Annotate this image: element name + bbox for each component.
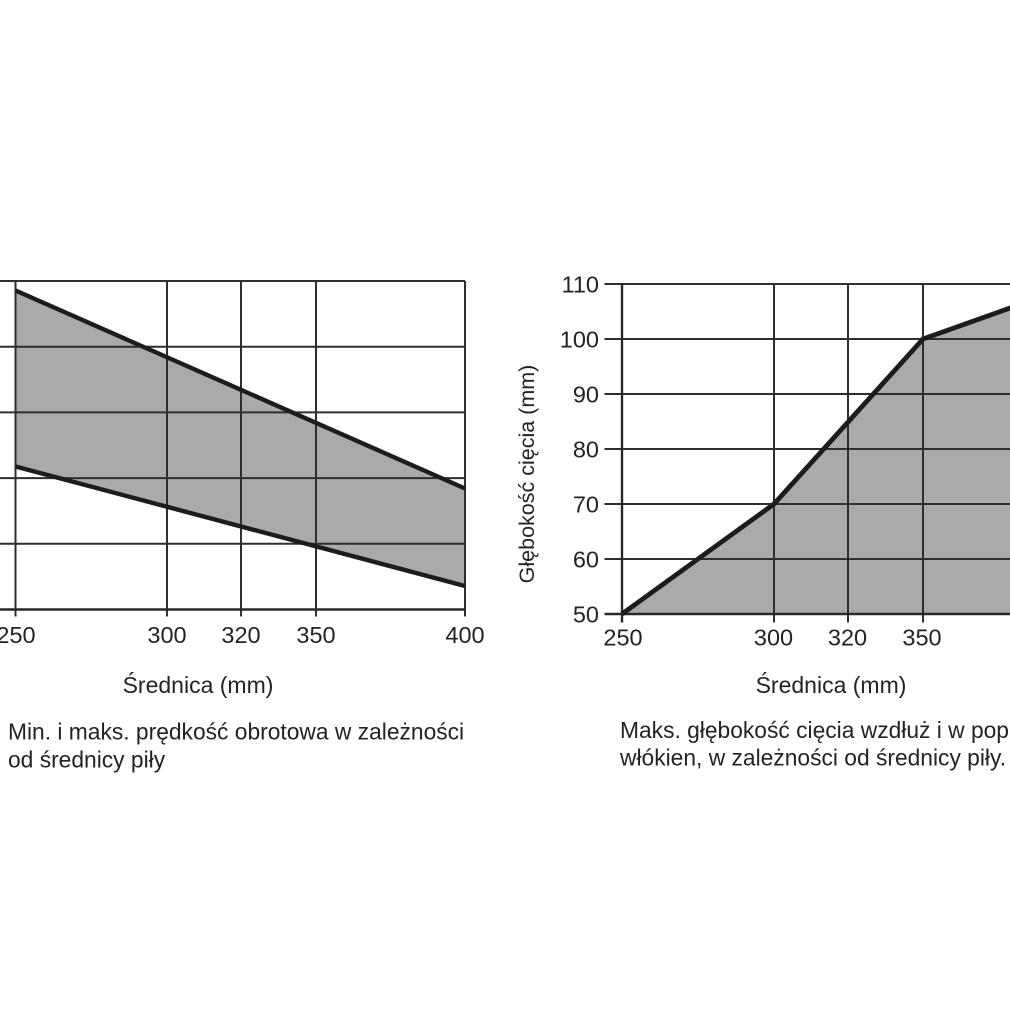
svg-text:60: 60 <box>573 546 599 572</box>
svg-text:80: 80 <box>573 436 599 462</box>
svg-text:50: 50 <box>573 601 599 627</box>
svg-text:300: 300 <box>147 622 186 648</box>
svg-text:Min. i maks. prędkość obrotowa: Min. i maks. prędkość obrotowa w zależno… <box>8 719 464 745</box>
svg-text:400: 400 <box>445 622 484 648</box>
svg-text:Średnica (mm): Średnica (mm) <box>123 671 274 698</box>
svg-text:70: 70 <box>573 491 599 517</box>
svg-text:300: 300 <box>754 625 793 651</box>
svg-text:250: 250 <box>603 625 642 651</box>
svg-text:350: 350 <box>296 622 335 648</box>
svg-text:350: 350 <box>902 625 941 651</box>
svg-text:320: 320 <box>828 625 867 651</box>
svg-text:Średnica (mm): Średnica (mm) <box>756 671 907 698</box>
svg-text:320: 320 <box>221 622 260 648</box>
svg-text:90: 90 <box>573 381 599 407</box>
svg-text:250: 250 <box>0 622 36 648</box>
svg-text:Maks. głębokość cięcia wzdłuż: Maks. głębokość cięcia wzdłuż i w poprze… <box>620 717 1010 743</box>
svg-text:Głębokość cięcia (mm): Głębokość cięcia (mm) <box>515 365 539 584</box>
svg-text:110: 110 <box>562 271 599 297</box>
svg-text:włókien, w zależności od średn: włókien, w zależności od średnicy piły. <box>619 745 1006 771</box>
svg-text:100: 100 <box>560 326 599 352</box>
svg-text:od średnicy piły: od średnicy piły <box>8 747 166 773</box>
